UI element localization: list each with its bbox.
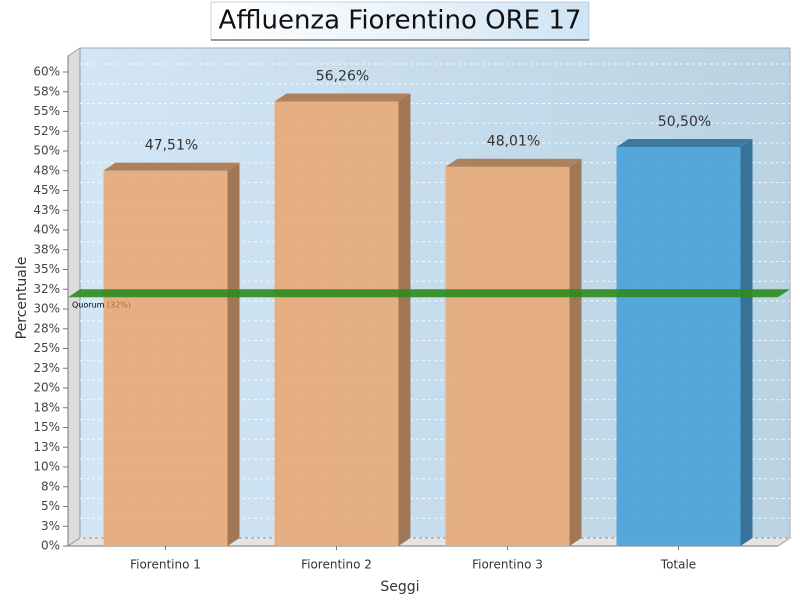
y-tick-label: 5% (41, 499, 60, 513)
bar-front (445, 166, 570, 546)
y-tick-label: 40% (33, 223, 60, 237)
bar-side (569, 158, 582, 546)
reference-value-label: (32%) (107, 301, 131, 310)
y-tick-label: 58% (33, 84, 60, 98)
bar-top (274, 93, 411, 102)
bar (274, 93, 411, 547)
value-label: 50,50% (658, 114, 711, 130)
value-label: 47,51% (145, 138, 198, 154)
x-tick-label: Totale (660, 558, 696, 572)
y-tick-label: 3% (41, 519, 60, 533)
chart-title: Affluenza Fiorentino ORE 17 (219, 6, 582, 36)
x-axis-label: Seggi (380, 579, 419, 595)
bar-top (616, 139, 753, 148)
y-tick-label: 52% (33, 124, 60, 138)
y-tick-label: 35% (33, 262, 60, 276)
y-tick-label: 8% (41, 479, 60, 493)
value-label: 56,26% (316, 69, 369, 85)
bar-top (103, 162, 240, 171)
y-tick-label: 13% (33, 440, 60, 454)
title-box (210, 1, 590, 41)
y-tick-label: 23% (33, 361, 60, 375)
y-tick-label: 38% (33, 242, 60, 256)
y-tick-label: 15% (33, 420, 60, 434)
y-tick-label: 28% (33, 321, 60, 335)
y-axis-label: Percentuale (14, 257, 30, 340)
bar (445, 158, 582, 546)
bar-front (274, 101, 399, 547)
y-tick-label: 25% (33, 341, 60, 355)
x-tick-label: Fiorentino 1 (130, 558, 201, 572)
reference-label: Quorum (72, 301, 105, 310)
bar-top (445, 158, 582, 167)
bar-side (740, 139, 753, 547)
y-tick-label: 0% (41, 539, 60, 553)
x-tick-label: Fiorentino 2 (301, 558, 372, 572)
bar-front (616, 147, 741, 547)
y-tick-label: 30% (33, 302, 60, 316)
y-tick-label: 32% (33, 282, 60, 296)
y-tick-label: 55% (33, 104, 60, 118)
bar-front (103, 170, 228, 546)
y-tick-label: 60% (33, 65, 60, 79)
reference-line (68, 289, 790, 298)
bar (103, 162, 240, 546)
y-tick-label: 18% (33, 400, 60, 414)
x-tick-label: Fiorentino 3 (472, 558, 543, 572)
y-tick-label: 20% (33, 381, 60, 395)
y-tick-label: 45% (33, 183, 60, 197)
bar (616, 139, 753, 547)
y-tick-label: 50% (33, 144, 60, 158)
bar-side (398, 93, 411, 547)
y-tick-label: 10% (33, 460, 60, 474)
value-label: 48,01% (487, 134, 540, 150)
bar-side (227, 162, 240, 546)
y-tick-label: 43% (33, 203, 60, 217)
y-tick-label: 48% (33, 163, 60, 177)
